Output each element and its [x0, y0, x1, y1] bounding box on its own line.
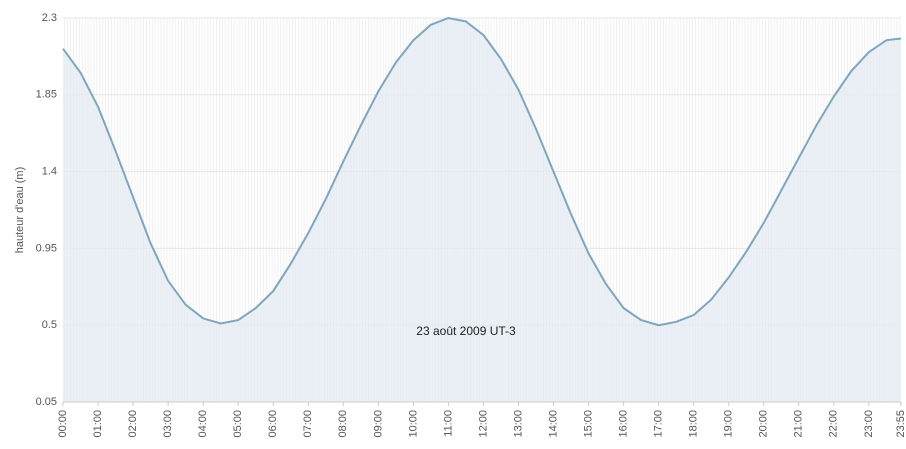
x-tick-label: 17:00 — [653, 410, 665, 438]
x-tick-label: 21:00 — [793, 410, 805, 438]
x-tick-label: 12:00 — [477, 410, 489, 438]
y-tick-label: 2.3 — [42, 12, 57, 24]
y-tick-label: 0.05 — [36, 396, 57, 408]
x-tick-label: 09:00 — [372, 410, 384, 438]
x-tick-label: 10:00 — [407, 410, 419, 438]
x-tick-label: 01:00 — [92, 410, 104, 438]
x-tick-label: 14:00 — [547, 410, 559, 438]
annotation: 23 août 2009 UT-3 — [416, 324, 516, 338]
x-tick-label: 03:00 — [162, 410, 174, 438]
x-tick-label: 23:00 — [863, 410, 875, 438]
x-tick-label: 18:00 — [688, 410, 700, 438]
x-tick-label: 08:00 — [337, 410, 349, 438]
x-tick-label: 00:00 — [57, 410, 69, 438]
y-axis-label: hauteur d'eau (m) — [14, 167, 26, 253]
x-tick-label: 22:00 — [828, 410, 840, 438]
x-tick-label: 07:00 — [302, 410, 314, 438]
x-tick-label: 19:00 — [723, 410, 735, 438]
y-tick-label: 1.4 — [42, 166, 57, 178]
y-tick-label: 0.5 — [42, 319, 57, 331]
x-tick-label: 05:00 — [232, 410, 244, 438]
x-tick-label: 04:00 — [197, 410, 209, 438]
y-tick-label: 1.85 — [36, 89, 57, 101]
x-tick-label: 16:00 — [618, 410, 630, 438]
x-tick-label: 23:55 — [895, 410, 906, 438]
x-tick-label: 02:00 — [127, 410, 139, 438]
area-fill — [63, 18, 901, 402]
x-tick-label: 06:00 — [267, 410, 279, 438]
x-tick-label: 20:00 — [758, 410, 770, 438]
x-tick-label: 11:00 — [442, 410, 454, 437]
x-tick-label: 13:00 — [512, 410, 524, 438]
y-tick-label: 0.95 — [36, 242, 57, 254]
x-tick-label: 15:00 — [582, 410, 594, 438]
line — [62, 16, 902, 327]
